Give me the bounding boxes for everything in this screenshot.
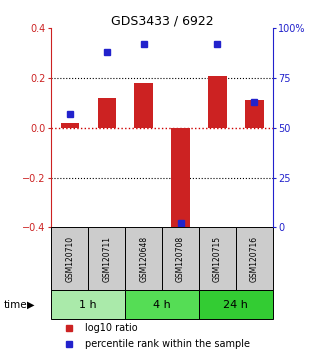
Bar (245, 101, 264, 128)
Text: GSM120716: GSM120716 (250, 236, 259, 282)
Bar (88, 227, 125, 290)
Text: percentile rank within the sample: percentile rank within the sample (84, 338, 250, 349)
Bar (125, 227, 162, 290)
Bar (134, 83, 153, 128)
Text: time: time (3, 299, 27, 310)
Text: log10 ratio: log10 ratio (84, 323, 137, 333)
Text: GSM120711: GSM120711 (102, 236, 111, 282)
Bar (61, 123, 79, 128)
Bar (51, 227, 88, 290)
Bar (199, 290, 273, 319)
Text: ▶: ▶ (27, 299, 35, 310)
Bar (162, 227, 199, 290)
Text: GSM120710: GSM120710 (65, 236, 74, 282)
Text: GSM120708: GSM120708 (176, 236, 185, 282)
Text: 24 h: 24 h (223, 299, 248, 310)
Title: GDS3433 / 6922: GDS3433 / 6922 (111, 14, 213, 27)
Bar (171, 128, 190, 235)
Bar (125, 290, 199, 319)
Bar (199, 227, 236, 290)
Bar (98, 98, 116, 128)
Text: GSM120648: GSM120648 (139, 236, 148, 282)
Bar (208, 76, 227, 128)
Bar (236, 227, 273, 290)
Text: 1 h: 1 h (80, 299, 97, 310)
Bar (51, 290, 125, 319)
Text: 4 h: 4 h (153, 299, 171, 310)
Text: GSM120715: GSM120715 (213, 236, 222, 282)
